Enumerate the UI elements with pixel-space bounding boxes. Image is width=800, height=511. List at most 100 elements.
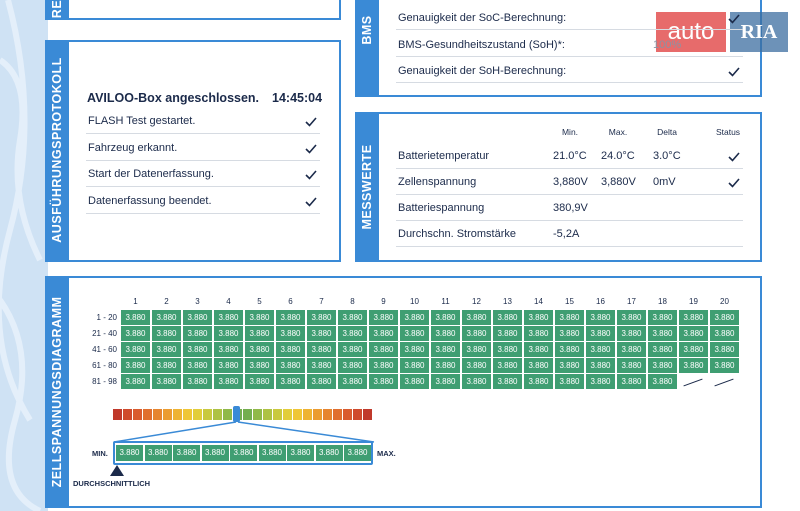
row-range: 41 - 60 (92, 345, 117, 354)
separator (396, 55, 743, 57)
row-label: Batterietemperatur (398, 150, 490, 162)
cell-voltage: 3.880 (121, 310, 150, 325)
row-label: Fahrzeug erkannt. (88, 141, 178, 154)
cell-voltage: 3.880 (307, 310, 336, 325)
protocol-panel: AUSFÜHRUNGSPROTOKOLL AVILOO-Box angeschl… (45, 40, 341, 262)
section-label: BMS (360, 15, 374, 45)
cell-voltage: 3.880 (400, 342, 429, 357)
cell-voltage: 3.880 (152, 326, 181, 341)
check-icon (305, 117, 317, 127)
scale-swatch (273, 409, 282, 420)
cell-voltage: 3.880 (555, 326, 584, 341)
cell-voltage: 3.880 (214, 358, 243, 373)
cell-voltage: 3.880 (462, 326, 491, 341)
column-number: 8 (350, 297, 355, 306)
check-icon (728, 14, 740, 24)
section-label: AUSFÜHRUNGSPROTOKOLL (50, 57, 64, 243)
scale-swatch (263, 409, 272, 420)
cell-voltage: 3.880 (462, 342, 491, 357)
cell-voltage: 3.880 (617, 374, 646, 389)
protocol-title: AVILOO-Box angeschlossen. (87, 91, 260, 105)
cell-voltage: 3.880 (400, 358, 429, 373)
cell-voltage: 3.880 (369, 310, 398, 325)
row-value: 0mV (653, 176, 676, 188)
cell-voltage: 3.880 (152, 310, 181, 325)
cell-voltage: 3.880 (493, 358, 522, 373)
cell-voltage: 3.880 (152, 342, 181, 357)
cell-voltage: 3.880 (307, 326, 336, 341)
row-value: 3,880V (601, 176, 636, 188)
background-pattern (0, 0, 48, 511)
cell-voltage: 3.880 (369, 374, 398, 389)
column-number: 10 (410, 297, 419, 306)
row-value: -5,2A (553, 228, 580, 240)
separator (86, 186, 320, 187)
column-number: 19 (689, 297, 698, 306)
cell-voltage: 3.880 (710, 358, 739, 373)
row-range: 81 - 98 (92, 377, 117, 386)
cell-voltage: 3.880 (431, 342, 460, 357)
scale-marker (233, 406, 240, 422)
cell-voltage: 3.880 (648, 358, 677, 373)
scale-swatch (183, 409, 192, 420)
measurements-panel: MESSWERTE (355, 112, 762, 262)
cell-voltage: 3.880 (338, 310, 367, 325)
scale-box (113, 441, 373, 465)
cell-voltage: 3.880 (617, 310, 646, 325)
cell-voltage: 3.880 (183, 342, 212, 357)
row-value: 380,9V (553, 202, 588, 214)
column-number: 17 (627, 297, 636, 306)
check-icon (728, 152, 740, 162)
scale-swatch (173, 409, 182, 420)
cell-voltage: 3.880 (214, 374, 243, 389)
column-number: 4 (226, 297, 231, 306)
row-value: 24.0°C (601, 150, 635, 162)
scale-swatch (133, 409, 142, 420)
cell-voltage: 3.880 (679, 358, 708, 373)
cell-voltage: 3.880 (586, 374, 615, 389)
cell-voltage: 3.880 (245, 374, 274, 389)
cell-voltage: 3.880 (338, 326, 367, 341)
separator (86, 159, 320, 161)
row-label: Start der Datenerfassung. (88, 168, 214, 180)
watermark-accent: RIA (730, 12, 788, 52)
row-label: Genauigkeit der SoH-Berechnung: (398, 65, 567, 77)
cell-voltage: 3.880 (276, 310, 305, 325)
cell-voltage: 3.880 (276, 358, 305, 373)
cell-voltage: 3.880 (586, 310, 615, 325)
scale-swatch (253, 409, 262, 420)
cell-voltage: 3.880 (400, 374, 429, 389)
cell-voltage: 3.880 (493, 326, 522, 341)
cell-voltage: 3.880 (524, 342, 553, 357)
cell-voltage: 3.880 (400, 326, 429, 341)
check-icon (728, 67, 740, 77)
scale-cell: 3.880 (258, 445, 286, 461)
column-number: 16 (596, 297, 605, 306)
column-number: 20 (720, 297, 729, 306)
row-label: Batteriespannung (398, 202, 485, 214)
cell-voltage: 3.880 (524, 358, 553, 373)
cell-voltage: 3.880 (369, 326, 398, 341)
separator (396, 82, 743, 83)
cell-voltage: 3.880 (524, 374, 553, 389)
cell-voltage: 3.880 (710, 310, 739, 325)
cell-voltage: 3.880 (431, 374, 460, 389)
check-icon (305, 143, 317, 154)
cell-voltage: 3.880 (152, 374, 181, 389)
scale-swatch (243, 409, 252, 420)
separator (86, 133, 320, 134)
cell-voltage: 3.880 (338, 358, 367, 373)
cell-voltage: 3.880 (183, 358, 212, 373)
cell-voltage: 3.880 (431, 358, 460, 373)
cell-voltage: 3.880 (369, 358, 398, 373)
cell-voltage: 3.880 (214, 342, 243, 357)
cell-voltage: 3.880 (245, 310, 274, 325)
cell-voltage: 3.880 (245, 342, 274, 357)
scale-cell: 3.880 (173, 445, 200, 461)
scale-cell: 3.880 (116, 445, 143, 461)
scale-swatch (153, 409, 162, 420)
tires-panel: RE (45, 0, 341, 20)
check-icon (305, 170, 317, 180)
column-header: Min. (561, 127, 579, 137)
section-label: RE (50, 0, 64, 19)
